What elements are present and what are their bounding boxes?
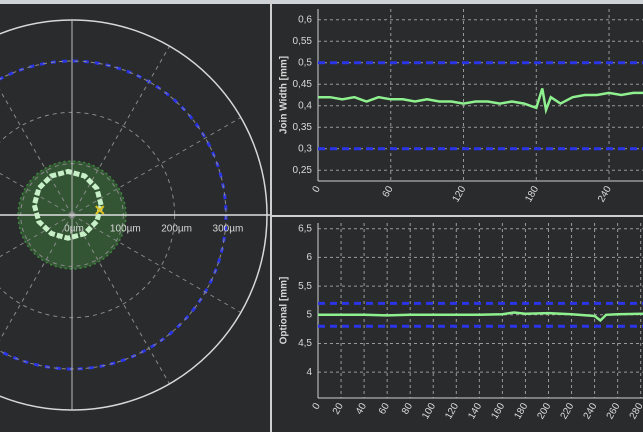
spoke — [71, 117, 242, 216]
x-tick-label: 240 — [582, 401, 600, 421]
r-tick-label: 300µm — [213, 224, 244, 235]
spoke — [0, 214, 73, 341]
x-tick-label: 60 — [377, 401, 392, 417]
y-axis-label: Optional [mm] — [279, 277, 290, 345]
x-tick-label: 200 — [536, 401, 554, 421]
y-tick-label: 0,45 — [293, 79, 313, 90]
x-tick-label: 120 — [443, 401, 461, 421]
x-tick-label: 20 — [331, 401, 346, 417]
x-tick-label: 240 — [596, 184, 614, 204]
x-tick-label: 40 — [354, 401, 369, 417]
spoke — [0, 89, 73, 216]
y-tick-label: 0,25 — [293, 165, 313, 176]
y-tick-label: 4,5 — [298, 338, 312, 349]
x-tick-label: 160 — [489, 401, 507, 421]
y-tick-label: 0,55 — [293, 36, 313, 47]
y-tick-label: 0,3 — [298, 143, 312, 154]
y-tick-label: 0,35 — [293, 122, 313, 133]
polar-plot: 0µm 100µm 200µm 300µm — [0, 19, 270, 411]
screen-edge — [0, 0, 643, 4]
spoke — [71, 214, 170, 385]
spoke — [71, 45, 170, 216]
x-tick-label: 60 — [381, 184, 396, 200]
line — [318, 88, 643, 115]
spoke — [0, 172, 73, 216]
r-tick-label: 100µm — [110, 224, 141, 235]
x-tick-label: 0 — [311, 401, 324, 412]
y-tick-label: 6,5 — [298, 223, 312, 234]
x-tick-label: 120 — [451, 184, 469, 204]
y-tick-label: 0,4 — [298, 100, 312, 111]
r-tick-label: 200µm — [161, 224, 192, 235]
x-tick-label: 180 — [512, 401, 530, 421]
x-tick-label: 260 — [605, 401, 623, 421]
line — [318, 311, 643, 323]
y-tick-label: 0,6 — [298, 14, 312, 25]
marker — [95, 205, 105, 215]
x-tick-label: 100 — [420, 401, 438, 421]
r-tick-label: 0µm — [64, 224, 84, 235]
x-tick-label: 80 — [400, 401, 415, 417]
x-tick-label: 0 — [311, 184, 324, 195]
x-tick-label: 280 — [628, 401, 643, 421]
seam-trace — [31, 168, 104, 241]
y-tick-label: 5 — [306, 309, 312, 320]
x-tick-label: 220 — [559, 401, 577, 421]
y-tick-label: 0,5 — [298, 57, 312, 68]
spoke — [71, 214, 242, 313]
x-tick-label: 180 — [523, 184, 541, 204]
y-tick-label: 5,5 — [298, 281, 312, 292]
spoke — [0, 214, 73, 258]
y-axis-label: Join Width [mm] — [279, 56, 290, 134]
x-tick-label: 140 — [466, 401, 484, 421]
y-tick-label: 4 — [306, 367, 312, 378]
y-tick-label: 6 — [306, 252, 312, 263]
